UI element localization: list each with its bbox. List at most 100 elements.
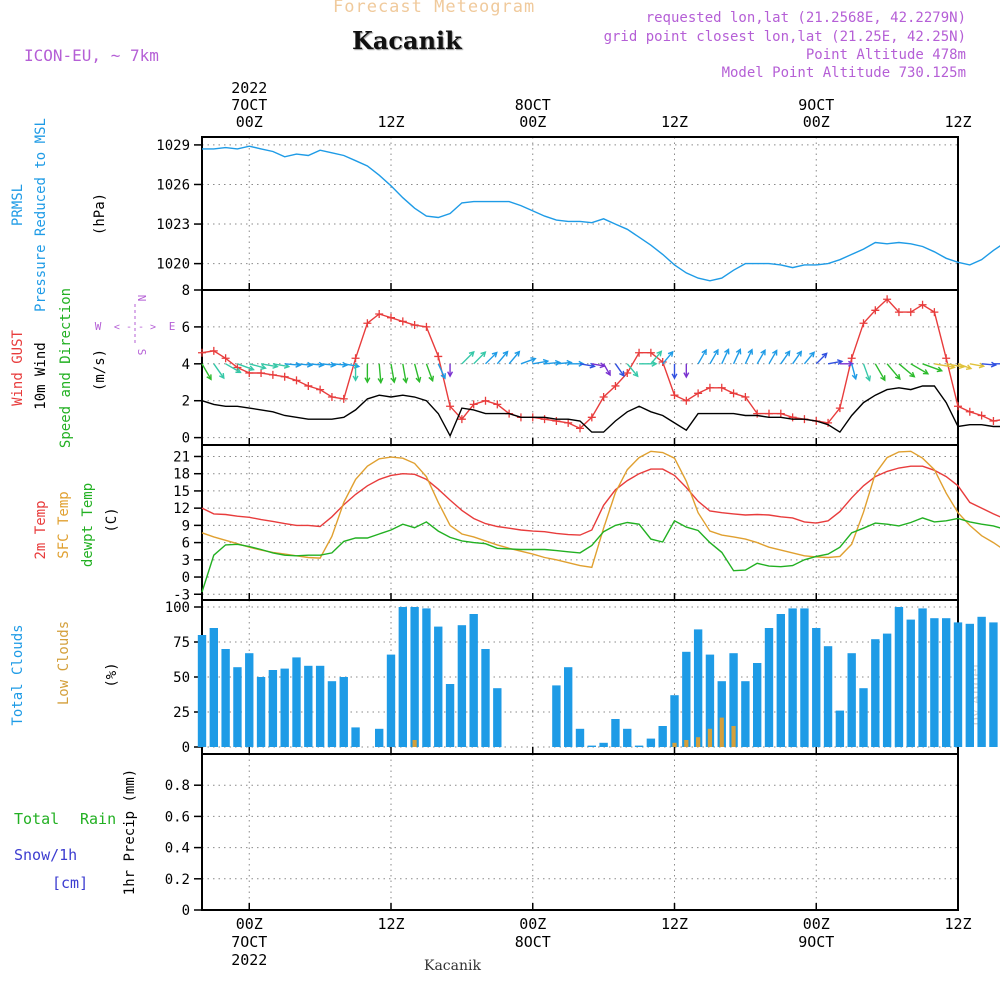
total-cloud-bar bbox=[800, 608, 809, 747]
top-time-label: 9OCT bbox=[798, 96, 834, 114]
wind-arrowhead bbox=[922, 369, 930, 375]
total-cloud-bar bbox=[658, 726, 667, 747]
gust-marker bbox=[824, 418, 833, 427]
total-cloud-bar bbox=[764, 628, 774, 747]
y-tick-label: 9 bbox=[182, 518, 190, 534]
wind-arrow bbox=[532, 360, 548, 365]
total-cloud-bar bbox=[918, 608, 927, 747]
wind-arrow bbox=[579, 363, 595, 368]
wind-arrowhead bbox=[390, 377, 397, 384]
wind-arrow bbox=[556, 361, 572, 365]
gust-marker bbox=[198, 348, 206, 357]
total-cloud-bar bbox=[292, 657, 301, 747]
wind-arrowhead bbox=[248, 365, 255, 372]
wind-arrow bbox=[910, 363, 929, 375]
total-cloud-bar bbox=[599, 742, 608, 747]
total-cloud-bar bbox=[209, 628, 218, 747]
wind-arrowhead bbox=[619, 370, 625, 378]
total-cloud-bar bbox=[457, 625, 467, 747]
wind-arrow bbox=[237, 363, 254, 371]
y-tick-label: 0 bbox=[182, 903, 190, 919]
total-cloud-bar bbox=[327, 681, 337, 747]
wind-arrow bbox=[851, 363, 857, 380]
gust-marker bbox=[859, 319, 868, 328]
wind-arrow bbox=[614, 363, 625, 377]
wind-arrow bbox=[260, 363, 278, 368]
total-cloud-bar bbox=[812, 628, 821, 747]
total-cloud-bar bbox=[422, 608, 431, 747]
wind-arrow bbox=[957, 363, 972, 370]
y-tick-label: 0.6 bbox=[165, 809, 190, 825]
wind-arrowhead bbox=[965, 364, 973, 370]
total-cloud-bar bbox=[386, 654, 396, 747]
gust-marker bbox=[481, 396, 490, 405]
total-cloud-bar bbox=[445, 684, 455, 747]
wind-arrow bbox=[626, 363, 639, 377]
wind-arrowhead bbox=[747, 348, 753, 355]
y-tick-label: 75 bbox=[173, 635, 190, 651]
gust-marker bbox=[741, 393, 750, 402]
requested-coords: requested lon,lat (21.2568E, 42.2279N) bbox=[645, 10, 966, 26]
y-tick-label: 1029 bbox=[156, 138, 190, 154]
y-tick-label: 2 bbox=[182, 394, 190, 410]
gust-marker bbox=[977, 411, 986, 420]
y-tick-label: 1023 bbox=[156, 217, 190, 233]
y-tick-label: 1020 bbox=[156, 257, 190, 273]
wind-arrow bbox=[473, 351, 486, 365]
total-cloud-bar bbox=[315, 665, 325, 747]
wind-arrow bbox=[780, 350, 791, 365]
top-time-label: 00Z bbox=[803, 113, 830, 131]
compass-rose: W E < - - > N S bbox=[95, 295, 176, 356]
wind-arrowhead bbox=[784, 350, 791, 357]
gust-marker bbox=[552, 417, 561, 426]
y-tick-label: 1026 bbox=[156, 177, 190, 193]
wind-arrow bbox=[792, 351, 802, 365]
wind-arrow bbox=[862, 363, 871, 381]
wind-arrow bbox=[520, 357, 536, 365]
wind-arrowhead bbox=[468, 350, 475, 357]
wind-arrow bbox=[969, 363, 984, 367]
wind-arrowhead bbox=[772, 349, 778, 356]
y-tick-label: 8 bbox=[182, 283, 190, 299]
wind-arrow bbox=[461, 351, 475, 365]
wind-arrow bbox=[922, 363, 942, 372]
bottom-time-label: 12Z bbox=[661, 915, 688, 933]
wind-arrow bbox=[308, 363, 324, 366]
wind-arrowhead bbox=[667, 350, 674, 357]
wind-arrowhead bbox=[352, 375, 359, 382]
gust-marker bbox=[906, 308, 915, 317]
total-cloud-bar bbox=[634, 745, 644, 747]
wind-arrow bbox=[402, 363, 407, 383]
total-cloud-bar bbox=[351, 727, 360, 747]
wind-arrow bbox=[343, 363, 359, 368]
gust-marker bbox=[327, 393, 336, 402]
wind-arrowhead bbox=[796, 350, 803, 357]
product-title: Forecast Meteogram bbox=[333, 0, 536, 17]
model-label: ICON-EU, ~ 7km bbox=[24, 46, 159, 65]
total-cloud-bar bbox=[965, 623, 974, 747]
wind-arrowhead bbox=[821, 352, 828, 359]
grid-coords: grid point closest lon,lat (21.25E, 42.2… bbox=[603, 29, 966, 45]
compass-west: W bbox=[95, 320, 102, 333]
gust-marker bbox=[221, 354, 230, 363]
gust-marker bbox=[469, 400, 478, 409]
gust-marker bbox=[611, 381, 620, 390]
wind-arrowhead bbox=[735, 348, 742, 355]
gust-marker bbox=[942, 354, 951, 363]
wind-arrowhead bbox=[235, 367, 242, 374]
low-cloud-bar bbox=[719, 717, 724, 747]
gust-marker bbox=[871, 306, 880, 315]
gust-marker bbox=[493, 400, 502, 409]
wind-arrow bbox=[981, 363, 996, 366]
wind-arrowhead bbox=[440, 373, 446, 380]
total-cloud-bar bbox=[835, 710, 845, 747]
y-tick-label: 25 bbox=[173, 705, 190, 721]
wind-arrow bbox=[815, 352, 828, 365]
compass-ew-axis: < - - > bbox=[114, 322, 156, 333]
wind-arrowhead bbox=[909, 371, 916, 378]
gust-marker bbox=[646, 348, 655, 357]
gust-marker bbox=[339, 394, 348, 403]
total-cloud-bar bbox=[233, 667, 242, 747]
total-cloud-bar bbox=[375, 728, 384, 747]
total-cloud-bar bbox=[705, 654, 715, 747]
